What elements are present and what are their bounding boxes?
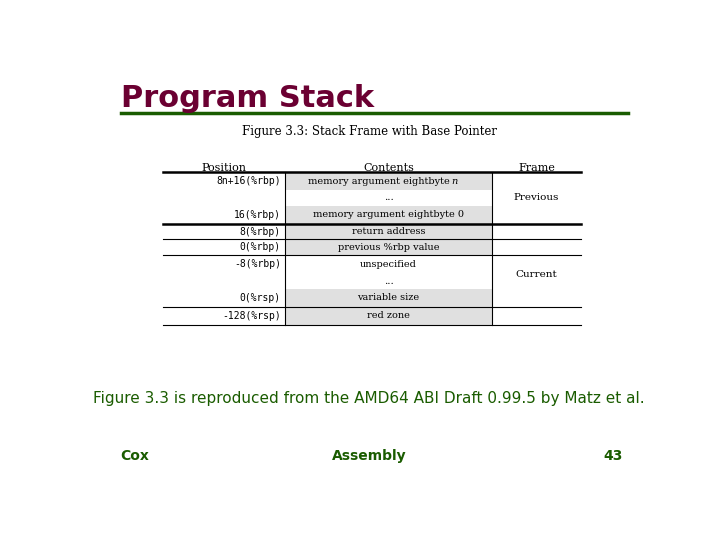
Bar	[285, 206, 492, 224]
Text: Program Stack: Program Stack	[121, 84, 374, 112]
Bar	[285, 239, 492, 255]
Text: Position: Position	[202, 163, 246, 172]
Text: -128(%rsp): -128(%rsp)	[222, 310, 281, 321]
Text: 43: 43	[603, 449, 623, 463]
Text: return address: return address	[352, 227, 426, 236]
Text: 0(%rsp): 0(%rsp)	[240, 293, 281, 303]
Text: variable size: variable size	[357, 293, 420, 302]
Text: 0(%rbp): 0(%rbp)	[240, 242, 281, 252]
Bar	[285, 307, 492, 325]
Text: Contents: Contents	[363, 163, 414, 172]
Text: Current: Current	[516, 269, 557, 279]
Text: red zone: red zone	[367, 311, 410, 320]
Text: Previous: Previous	[513, 193, 559, 202]
Text: Cox: Cox	[121, 449, 150, 463]
Text: 8(%rbp): 8(%rbp)	[240, 227, 281, 237]
Text: Frame: Frame	[518, 163, 555, 172]
Text: memory argument eightbyte 0: memory argument eightbyte 0	[313, 210, 464, 219]
Text: 16(%rbp): 16(%rbp)	[234, 210, 281, 220]
Text: n: n	[451, 177, 457, 186]
Text: Figure 3.3: Stack Frame with Base Pointer: Figure 3.3: Stack Frame with Base Pointe…	[241, 125, 497, 138]
Bar	[285, 289, 492, 307]
Text: memory argument eightbyte: memory argument eightbyte	[307, 177, 453, 186]
Text: 8n+16(%rbp): 8n+16(%rbp)	[216, 176, 281, 186]
Text: unspecified: unspecified	[360, 260, 417, 269]
Text: Figure 3.3 is reproduced from the AMD64 ABI Draft 0.99.5 by Matz et al.: Figure 3.3 is reproduced from the AMD64 …	[93, 391, 645, 406]
Text: ...: ...	[384, 193, 393, 202]
Text: previous %rbp value: previous %rbp value	[338, 243, 439, 252]
Bar	[285, 172, 492, 190]
Text: -8(%rbp): -8(%rbp)	[234, 259, 281, 269]
Text: Assembly: Assembly	[332, 449, 406, 463]
Text: ...: ...	[384, 276, 393, 286]
Bar	[285, 224, 492, 239]
